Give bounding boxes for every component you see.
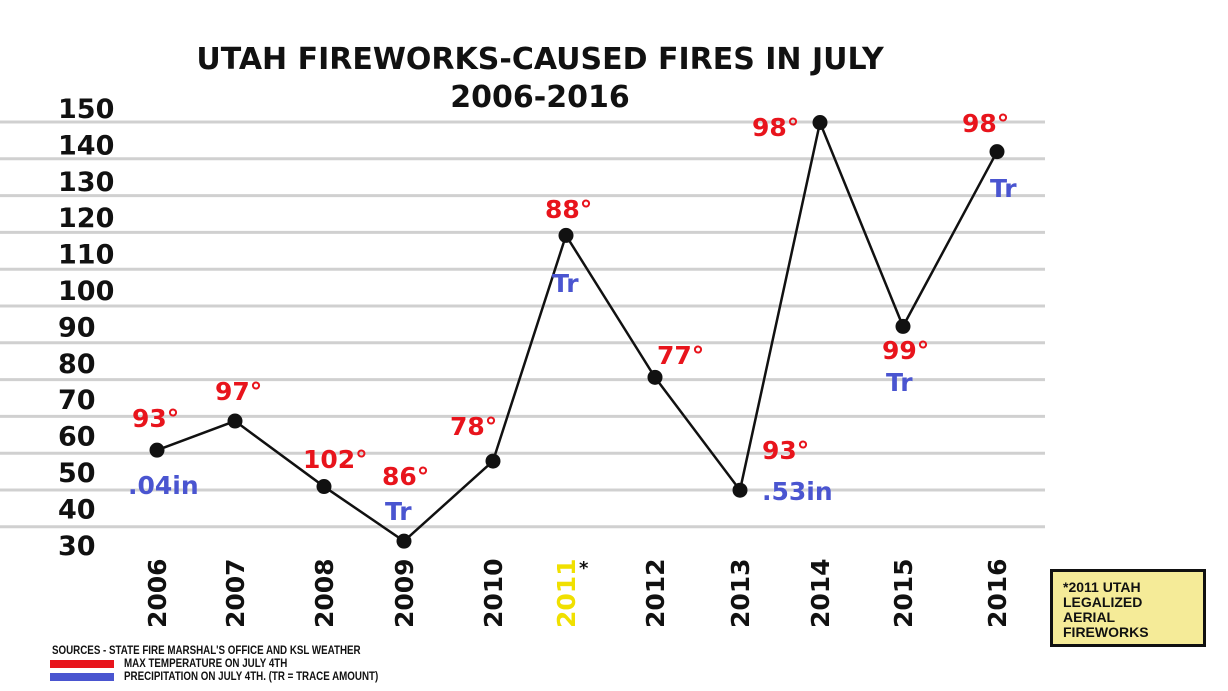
data-point: [989, 144, 1005, 160]
x-tick-label: 2013: [726, 558, 755, 628]
x-tick-label: 2014: [806, 558, 835, 628]
legalization-note: *2011 UTAH LEGALIZED AERIAL FIREWORKS: [1050, 569, 1206, 647]
y-tick-label: 100: [58, 276, 114, 307]
y-tick-label: 140: [58, 130, 114, 161]
x-tick-label: 2007: [221, 558, 250, 628]
temperature-label: 97°: [215, 377, 262, 406]
x-tick-label: 2016: [983, 558, 1012, 628]
y-tick-label: 40: [58, 494, 96, 525]
x-tick-label: 2006: [143, 558, 172, 628]
precipitation-label: Tr: [552, 269, 579, 298]
data-point: [149, 442, 165, 458]
note-line: LEGALIZED: [1063, 594, 1143, 610]
temperature-label: 99°: [882, 336, 929, 365]
y-tick-label: 90: [58, 312, 96, 343]
data-point: [895, 318, 911, 334]
precipitation-label: .53in: [762, 477, 833, 506]
temperature-label: 98°: [962, 109, 1009, 138]
y-tick-label: 60: [58, 422, 96, 453]
y-tick-label: 130: [58, 167, 114, 198]
data-point: [812, 115, 828, 131]
data-point: [227, 413, 243, 429]
data-point: [316, 479, 332, 495]
note-line: AERIAL: [1063, 609, 1116, 625]
data-point: [485, 453, 501, 469]
x-tick-label: 2015: [889, 558, 918, 628]
sources-text: SOURCES - STATE FIRE MARSHAL'S OFFICE AN…: [52, 645, 361, 657]
data-point: [732, 482, 748, 498]
y-tick-label: 70: [58, 385, 96, 416]
temperature-legend: MAX TEMPERATURE ON JULY 4TH: [124, 658, 288, 670]
precipitation-legend: PRECIPITATION ON JULY 4TH. (TR = TRACE A…: [124, 671, 379, 683]
y-tick-label: 120: [58, 203, 114, 234]
temperature-label: 93°: [132, 404, 179, 433]
temperature-label: 78°: [450, 412, 497, 441]
temperature-label: 88°: [545, 195, 592, 224]
y-tick-label: 150: [58, 94, 114, 125]
y-tick-label: 30: [58, 531, 96, 562]
highlight-asterisk: *: [579, 558, 589, 579]
chart-subtitle: 2006-2016: [450, 80, 630, 115]
precipitation-swatch: [50, 673, 114, 681]
x-tick-label: 2010: [479, 558, 508, 628]
x-tick-label: 2009: [390, 558, 419, 628]
note-line: FIREWORKS: [1063, 624, 1149, 640]
y-tick-label: 50: [58, 458, 96, 489]
x-tick-label: 2012: [641, 558, 670, 628]
note-line: *2011 UTAH: [1063, 579, 1141, 595]
y-tick-label: 110: [58, 240, 114, 271]
series-line: [156, 118, 999, 543]
temperature-label: 102°: [303, 445, 368, 474]
temperature-swatch: [50, 660, 114, 668]
precipitation-label: Tr: [886, 368, 913, 397]
chart-title: UTAH FIREWORKS-CAUSED FIRES IN JULY: [196, 42, 884, 77]
data-point: [647, 369, 663, 385]
y-tick-label: 80: [58, 349, 96, 380]
temperature-label: 93°: [762, 436, 809, 465]
temperature-label: 98°: [752, 113, 799, 142]
precipitation-label: .04in: [128, 471, 199, 500]
precipitation-label: Tr: [990, 174, 1017, 203]
temperature-label: 86°: [382, 462, 429, 491]
data-point: [558, 227, 574, 243]
x-tick-label: 2011: [552, 558, 581, 628]
precipitation-label: Tr: [385, 497, 412, 526]
x-tick-label: 2008: [310, 558, 339, 628]
temperature-label: 77°: [657, 341, 704, 370]
data-point: [396, 533, 412, 549]
